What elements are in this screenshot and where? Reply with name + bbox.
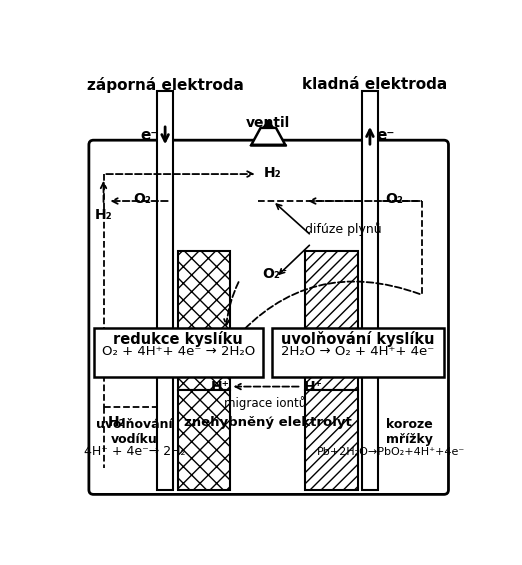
Bar — [362, 91, 377, 490]
Text: O₂: O₂ — [133, 193, 151, 206]
Bar — [272, 328, 444, 377]
Text: záporná elektroda: záporná elektroda — [87, 77, 244, 93]
Text: ventil: ventil — [246, 115, 290, 129]
Text: difúze plynů: difúze plynů — [305, 223, 382, 237]
Bar — [305, 390, 358, 490]
Text: O₂: O₂ — [385, 193, 403, 206]
Text: redukce kyslíku: redukce kyslíku — [113, 331, 243, 347]
Text: e⁻: e⁻ — [376, 128, 395, 143]
Text: H⁺: H⁺ — [303, 380, 323, 394]
Text: O₂⁻: O₂⁻ — [262, 267, 287, 281]
Bar — [178, 251, 230, 390]
Text: 4H⁺ + 4e⁻→ 2H₂: 4H⁺ + 4e⁻→ 2H₂ — [84, 445, 185, 458]
Polygon shape — [252, 128, 285, 145]
Bar — [305, 251, 358, 390]
Text: H₂: H₂ — [264, 166, 281, 180]
Text: migrace iontů: migrace iontů — [224, 396, 306, 410]
Text: H⁺: H⁺ — [211, 380, 230, 394]
Text: e⁻: e⁻ — [140, 128, 159, 143]
Polygon shape — [263, 120, 274, 128]
Text: znehybněný elektrolyt: znehybněný elektrolyt — [184, 416, 352, 429]
Bar — [178, 390, 230, 490]
Text: kladná elektroda: kladná elektroda — [302, 77, 447, 92]
Text: uvolňování kyslíku: uvolňování kyslíku — [281, 331, 435, 347]
Bar — [158, 91, 173, 490]
Text: O₂ + 4H⁺+ 4e⁻ → 2H₂O: O₂ + 4H⁺+ 4e⁻ → 2H₂O — [102, 345, 255, 358]
FancyBboxPatch shape — [89, 140, 448, 494]
Text: Pb+2H₂O→PbO₂+4H⁺+4e⁻: Pb+2H₂O→PbO₂+4H⁺+4e⁻ — [317, 447, 466, 458]
Text: uvolňování
vodíku: uvolňování vodíku — [96, 418, 173, 446]
Bar — [93, 328, 263, 377]
Text: koroze
mřížky: koroze mřížky — [386, 418, 433, 446]
Text: 2H₂O → O₂ + 4H⁺+ 4e⁻: 2H₂O → O₂ + 4H⁺+ 4e⁻ — [281, 345, 435, 358]
Text: H₂: H₂ — [94, 208, 112, 222]
Text: H₂: H₂ — [108, 415, 125, 429]
